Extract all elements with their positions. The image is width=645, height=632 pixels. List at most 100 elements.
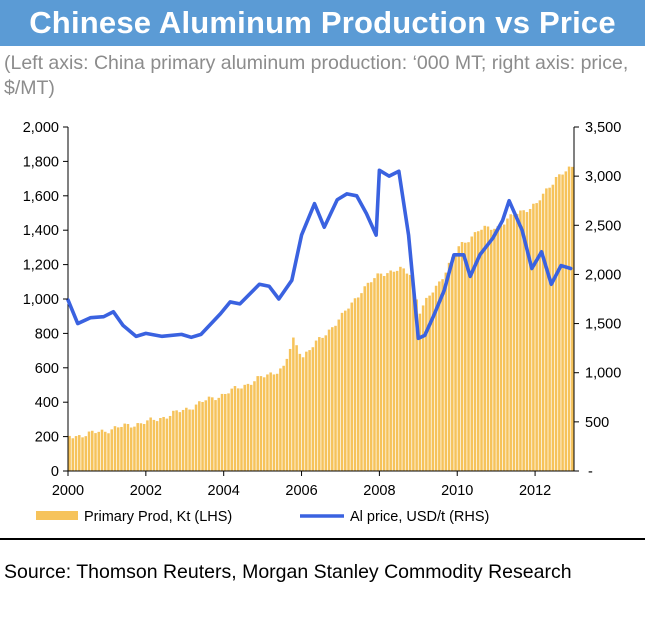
production-bar	[402, 268, 405, 471]
footer-divider	[0, 538, 645, 540]
production-bar	[87, 431, 91, 471]
production-bar	[279, 368, 282, 471]
production-bar	[285, 358, 289, 471]
production-bar	[476, 231, 480, 471]
production-bar	[344, 310, 347, 471]
production-bar	[78, 435, 81, 471]
right-tick-label: 1,500	[585, 317, 621, 333]
production-bar	[366, 282, 370, 471]
production-bar	[165, 418, 169, 471]
x-tick-label: 2006	[285, 483, 317, 499]
production-bar	[561, 174, 564, 471]
production-bar	[123, 423, 126, 471]
production-bar	[571, 166, 574, 471]
left-tick-label: 1,200	[23, 258, 59, 274]
production-bar	[107, 433, 110, 471]
left-tick-label: 1,800	[23, 154, 59, 170]
production-bar	[188, 409, 191, 471]
production-bar	[353, 298, 357, 471]
production-bar	[327, 329, 331, 471]
x-tick-label: 2000	[52, 483, 84, 499]
production-bar	[110, 429, 113, 471]
right-tick-label: 500	[585, 415, 609, 431]
production-bar	[243, 384, 246, 471]
right-tick-label: 2,500	[585, 218, 621, 234]
production-bar	[91, 430, 94, 471]
production-bar	[97, 431, 101, 471]
production-bar	[541, 193, 545, 471]
production-bar	[324, 335, 328, 471]
production-bar	[74, 436, 78, 471]
production-bar	[347, 308, 350, 471]
production-bar	[227, 393, 230, 471]
production-bar	[155, 421, 159, 471]
production-bar	[81, 437, 84, 471]
production-bar	[522, 210, 525, 471]
production-bar	[376, 273, 379, 471]
production-bar	[249, 384, 253, 471]
right-tick-label: 2,000	[585, 267, 621, 283]
production-bar	[493, 228, 496, 471]
x-axis-ticks: 2000 2002 2004 2006 2008 2010 2012	[52, 471, 551, 499]
production-bar	[68, 435, 71, 471]
production-bar	[181, 409, 185, 471]
production-bar	[509, 214, 512, 471]
production-bar	[139, 423, 143, 471]
production-bar	[408, 274, 412, 471]
chart-title: Chinese Aluminum Production vs Price	[29, 5, 616, 40]
production-bar	[142, 423, 146, 471]
production-bar	[159, 418, 162, 471]
production-bar	[253, 381, 256, 471]
price-line	[66, 168, 573, 341]
production-bar	[369, 282, 373, 471]
production-bar	[363, 286, 366, 471]
production-bar	[340, 312, 344, 471]
production-bar	[412, 285, 415, 471]
production-bar	[512, 214, 516, 471]
production-bar	[464, 242, 467, 471]
left-tick-label: 600	[35, 361, 59, 377]
production-bar	[266, 374, 269, 471]
production-bar	[405, 273, 409, 471]
production-bar	[298, 353, 302, 471]
production-bar	[84, 436, 88, 471]
production-bar	[175, 410, 178, 471]
x-tick-label: 2002	[130, 483, 162, 499]
aluminum-chart: 0 200 400 600 800 1,000 1,200 1,400 1,600 1,800 2,…	[23, 120, 622, 525]
production-bar	[94, 433, 97, 471]
production-bar	[395, 270, 399, 471]
production-bar	[467, 242, 470, 471]
production-bar	[392, 271, 396, 471]
production-bar	[486, 226, 490, 471]
production-bar	[421, 305, 425, 471]
production-bar	[207, 396, 211, 471]
production-bar	[454, 253, 457, 471]
production-bar	[308, 350, 311, 471]
left-tick-label: 0	[51, 464, 59, 480]
production-bar	[350, 302, 354, 471]
production-bar	[168, 415, 172, 471]
production-bar	[321, 337, 324, 471]
production-bar	[457, 246, 461, 471]
production-bar	[288, 348, 292, 471]
production-bar	[337, 319, 341, 471]
production-bar	[262, 377, 266, 471]
chart-title-bar: Chinese Aluminum Production vs Price	[0, 0, 645, 46]
production-bar	[538, 200, 542, 471]
left-tick-label: 1,600	[23, 189, 59, 205]
production-bar	[519, 210, 522, 471]
production-bar	[331, 327, 334, 471]
production-bar	[113, 426, 117, 471]
production-bar	[496, 226, 499, 471]
production-bar	[564, 171, 568, 471]
production-bar	[431, 292, 435, 471]
production-bar	[441, 279, 444, 471]
production-bar	[240, 388, 243, 471]
legend: Primary Prod, Kt (LHS) Al price, USD/t (…	[36, 509, 489, 525]
production-bar	[428, 295, 431, 471]
production-bar	[292, 337, 295, 471]
production-bar	[382, 276, 386, 471]
production-bar	[499, 225, 503, 471]
production-bar	[545, 188, 548, 471]
left-tick-label: 200	[35, 430, 59, 446]
